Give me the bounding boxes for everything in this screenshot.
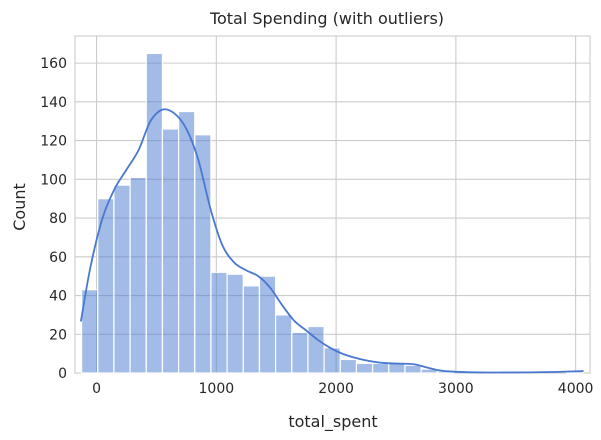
- x-axis-ticks: 0 1000 2000 3000 4000: [92, 381, 593, 397]
- histogram-bar: [372, 362, 390, 374]
- y-tick-label: 60: [49, 250, 67, 266]
- y-axis-label: Count: [10, 183, 29, 231]
- histogram-bar: [242, 285, 261, 374]
- y-tick-label: 120: [40, 134, 67, 150]
- histogram-bar: [388, 362, 406, 374]
- histogram-bar: [177, 110, 196, 374]
- y-tick-label: 140: [40, 95, 67, 111]
- histogram-bar: [355, 362, 374, 374]
- histogram-bar: [226, 273, 244, 374]
- chart-title: Total Spending (with outliers): [209, 9, 444, 28]
- y-tick-label: 0: [58, 366, 67, 382]
- histogram-bar: [339, 358, 358, 374]
- histogram-bar: [275, 314, 293, 374]
- histogram-bar: [194, 134, 212, 374]
- histogram-bars: [80, 52, 584, 374]
- histogram-bar: [113, 184, 131, 374]
- x-axis-label: total_spent: [288, 412, 377, 432]
- kde-curve-group: [80, 108, 584, 374]
- x-tick-label: 4000: [558, 381, 594, 397]
- y-tick-label: 160: [40, 56, 67, 72]
- histogram-bar: [404, 364, 422, 374]
- histogram-bar: [210, 271, 228, 374]
- x-tick-label: 3000: [438, 381, 474, 397]
- y-tick-label: 80: [49, 211, 67, 227]
- x-tick-label: 1000: [199, 381, 235, 397]
- y-tick-label: 100: [40, 172, 67, 188]
- histogram-bar: [291, 331, 309, 374]
- x-tick-label: 0: [92, 381, 101, 397]
- histogram-bar: [145, 52, 164, 374]
- y-tick-label: 20: [49, 327, 67, 343]
- y-tick-label: 40: [49, 289, 67, 305]
- y-axis-ticks: 0 20 40 60 80 100 120 140 160: [40, 56, 67, 382]
- histogram-bar: [161, 128, 180, 374]
- histogram-bar: [129, 176, 147, 374]
- kde-curve: [80, 108, 584, 374]
- x-tick-label: 2000: [318, 381, 354, 397]
